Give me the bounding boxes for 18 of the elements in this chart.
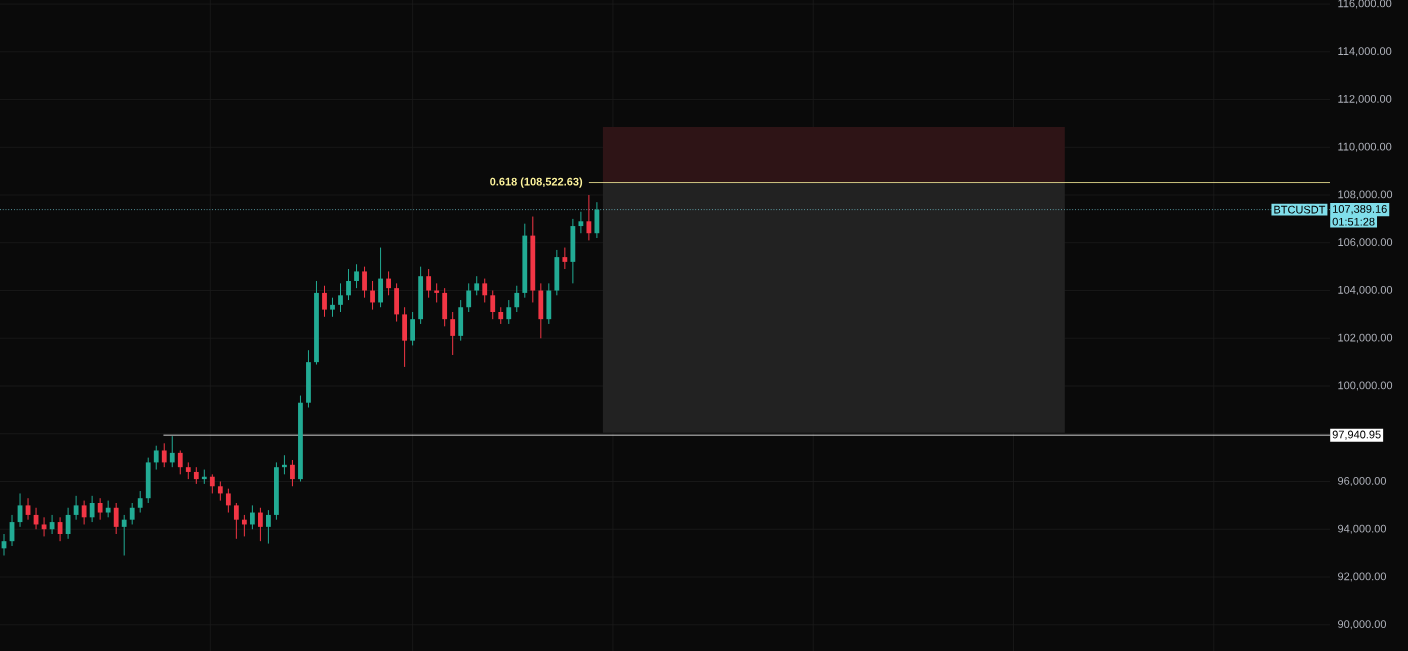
y-tick-label: 100,000.00 — [1338, 381, 1393, 391]
y-tick-label: 116,000.00 — [1338, 0, 1392, 9]
ref-line-label: 0.618 (108,522.63) — [490, 177, 583, 188]
y-tick-label: 90,000.00 — [1338, 620, 1387, 630]
y-tick-label: 112,000.00 — [1338, 94, 1392, 105]
y-tick-label: 110,000.00 — [1338, 142, 1392, 152]
y-tick-label: 106,000.00 — [1338, 238, 1393, 248]
y-tick-label: 108,000.00 — [1338, 190, 1393, 200]
text: 01:51:28 — [1332, 217, 1375, 226]
annotation: BTCUSDT — [1274, 205, 1326, 214]
ref-line-label: 107,389.16 — [1333, 205, 1387, 215]
y-tick-label: 114,000.00 — [1338, 47, 1392, 57]
y-tick-label: 102,000.00 — [1338, 333, 1393, 343]
y-tick-label: 94,000.00 — [1338, 524, 1387, 534]
y-tick-label: 92,000.00 — [1338, 572, 1387, 582]
y-tick-label: 104,000.00 — [1338, 285, 1393, 296]
y-tick-label: 96,000.00 — [1338, 476, 1387, 487]
ref-line-label: 97,940.95 — [1332, 430, 1381, 440]
